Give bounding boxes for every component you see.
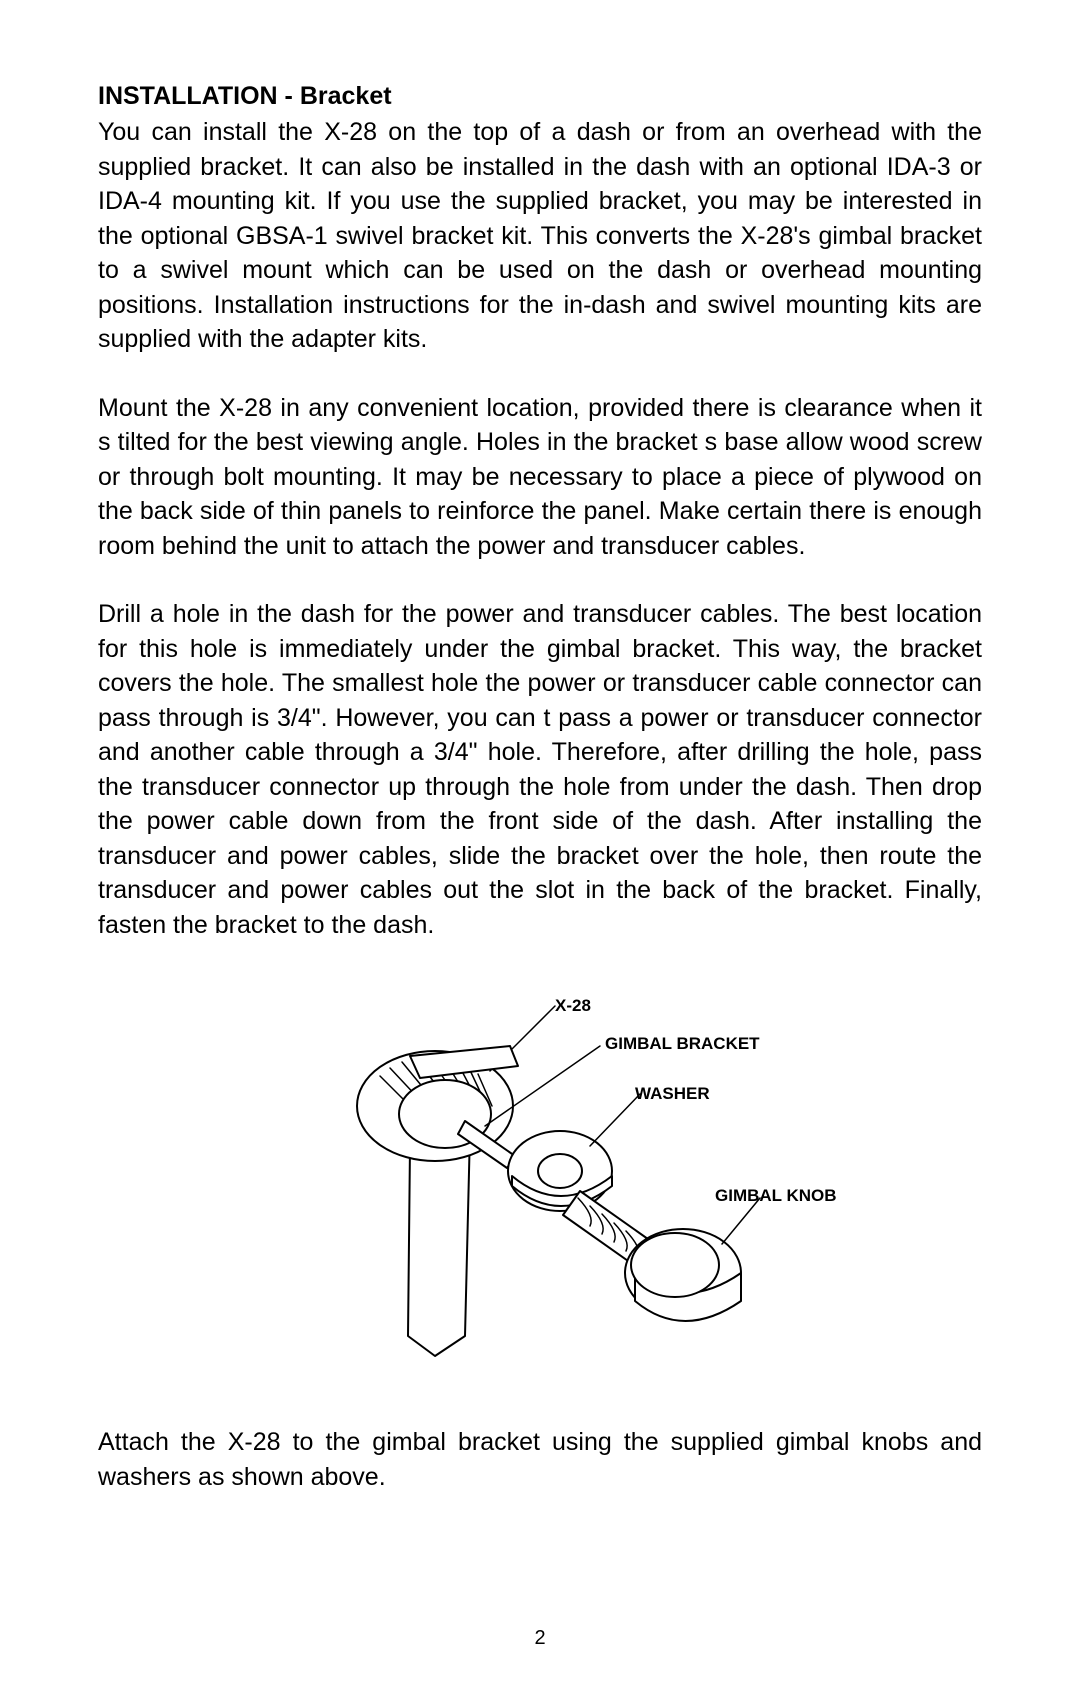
manual-page: INSTALLATION - Bracket You can install t…: [0, 0, 1080, 1682]
paragraph-1: You can install the X-28 on the top of a…: [98, 115, 982, 357]
label-gimbal-bracket: GIMBAL BRACKET: [605, 1034, 760, 1054]
section-heading: INSTALLATION - Bracket: [98, 82, 982, 111]
paragraph-3: Drill a hole in the dash for the power a…: [98, 597, 982, 942]
bracket-assembly-diagram: X-28 GIMBAL BRACKET WASHER GIMBAL KNOB: [260, 976, 820, 1396]
label-gimbal-knob: GIMBAL KNOB: [715, 1186, 837, 1206]
paragraph-2: Mount the X-28 in any convenient locatio…: [98, 391, 982, 564]
label-washer: WASHER: [635, 1084, 710, 1104]
figure-container: X-28 GIMBAL BRACKET WASHER GIMBAL KNOB: [98, 976, 982, 1401]
page-number: 2: [0, 1627, 1080, 1650]
paragraph-4: Attach the X-28 to the gimbal bracket us…: [98, 1425, 982, 1494]
label-x28: X-28: [555, 996, 591, 1016]
